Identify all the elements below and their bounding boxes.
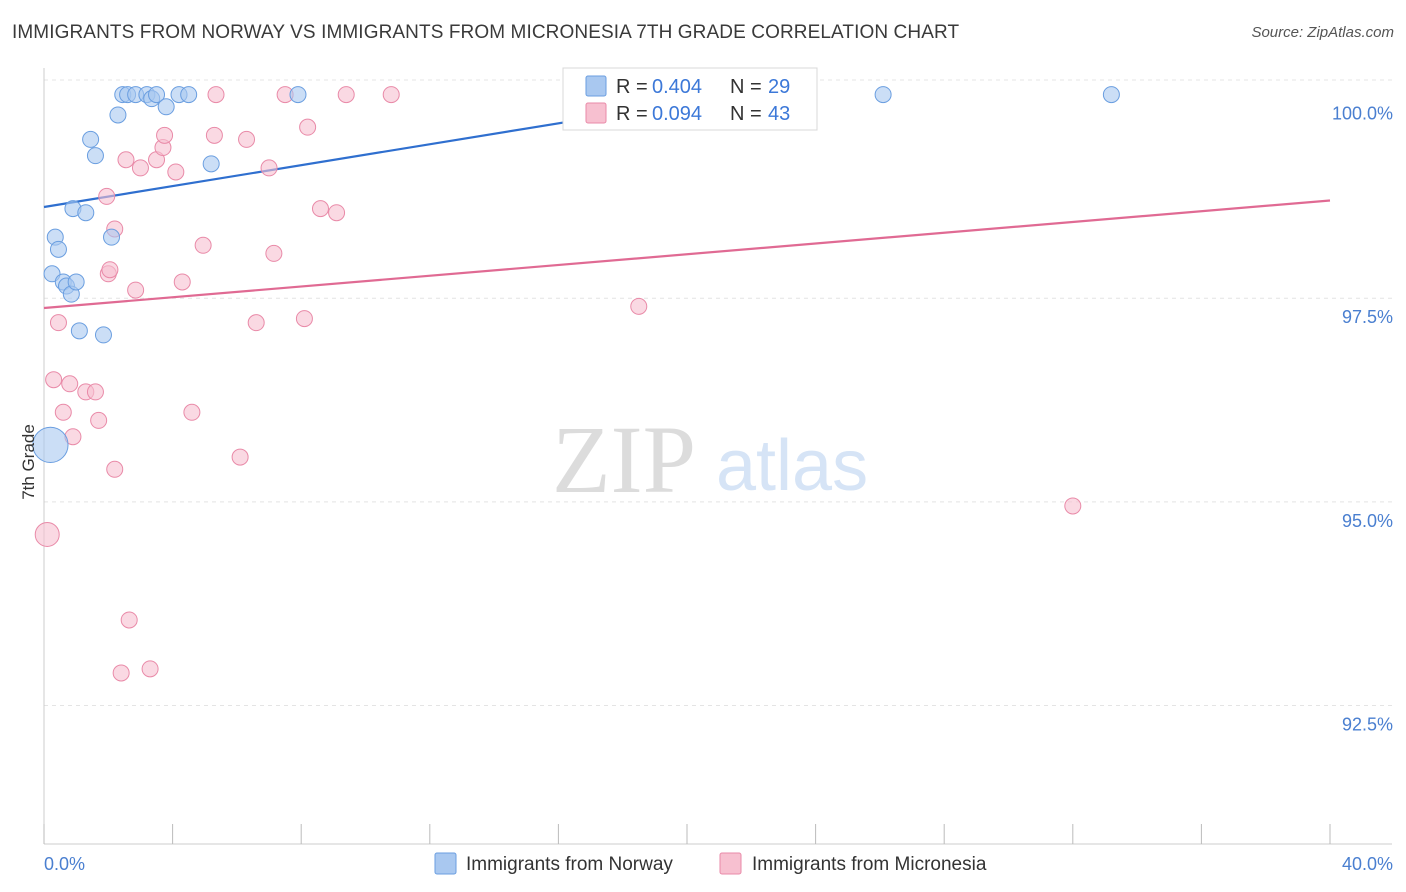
legend-swatch-norway [585,75,607,97]
data-point-micronesia [101,261,119,279]
data-point-micronesia [156,126,174,144]
data-point-norway [67,273,85,291]
data-point-micronesia [337,86,355,104]
data-point-micronesia [328,204,346,222]
y-tick-label: 100.0% [1332,104,1393,124]
bottom-legend-swatch-norway [434,852,457,875]
x-tick-label: 0.0% [44,854,85,874]
data-point-norway [86,147,104,165]
y-tick-label: 95.0% [1342,511,1393,531]
data-point-micronesia [194,236,212,254]
data-point-norway [103,228,121,246]
legend-swatch-micronesia [585,102,607,124]
data-point-micronesia [207,86,225,104]
data-point-micronesia [34,521,60,547]
data-point-micronesia [61,375,79,393]
y-tick-label: 92.5% [1342,715,1393,735]
data-point-micronesia [127,281,145,299]
legend-r-value-micronesia: 0.094 [652,103,702,125]
legend-n-value-micronesia: 43 [768,103,790,125]
data-point-micronesia [49,314,67,332]
data-point-norway [1102,86,1120,104]
data-point-micronesia [120,611,138,629]
data-point-micronesia [45,371,63,389]
legend-n-value-norway: 29 [768,76,790,98]
data-point-norway [109,106,127,124]
x-tick-labels: 0.0% 40.0% [44,854,1393,874]
watermark-atlas: atlas [716,426,868,506]
data-points [32,86,1120,682]
data-point-micronesia [141,660,159,678]
data-point-micronesia [630,297,648,315]
bottom-legend-label-micronesia: Immigrants from Micronesia [752,854,987,875]
data-point-micronesia [260,159,278,177]
legend-r-label-micronesia: R = [616,103,648,125]
legend-n-label-norway: N = [730,76,762,98]
data-point-micronesia [183,403,201,421]
data-point-norway [77,204,95,222]
data-point-micronesia [54,403,72,421]
data-point-norway [202,155,220,173]
bottom-legend-label-norway: Immigrants from Norway [466,854,673,875]
data-point-micronesia [167,163,185,181]
data-point-micronesia [382,86,400,104]
data-point-micronesia [205,126,223,144]
data-point-norway [32,426,69,463]
data-point-micronesia [238,130,256,148]
data-point-micronesia [106,460,124,478]
trend-line-micronesia [43,199,1331,310]
data-point-norway [148,86,166,104]
data-point-norway [180,86,198,104]
data-point-norway [49,240,67,258]
source-credit: Source: ZipAtlas.com [1251,24,1394,41]
x-tick-label: 40.0% [1342,854,1393,874]
bottom-legend-swatch-micronesia [719,852,742,875]
legend-box: R = 0.404 N = 29 R = 0.094 N = 43 [562,67,818,131]
data-point-micronesia [86,383,104,401]
data-point-norway [94,326,112,344]
data-point-micronesia [265,244,283,262]
data-point-micronesia [247,314,265,332]
data-point-micronesia [299,118,317,136]
y-axis-label: 7th Grade [19,424,38,500]
watermark: ZIP atlas [552,406,868,513]
legend-r-value-norway: 0.404 [652,76,702,98]
data-point-micronesia [311,200,329,218]
data-point-micronesia [231,448,249,466]
data-point-micronesia [173,273,191,291]
data-point-norway [157,98,175,116]
data-point-micronesia [295,310,313,328]
legend-r-label-norway: R = [616,76,648,98]
chart-title: IMMIGRANTS FROM NORWAY VS IMMIGRANTS FRO… [12,22,960,43]
data-point-micronesia [98,187,116,205]
y-tick-labels: 100.0% 97.5% 95.0% 92.5% [1332,104,1393,735]
bottom-legend: Immigrants from Norway Immigrants from M… [434,852,987,875]
data-point-micronesia [90,411,108,429]
data-point-micronesia [117,151,135,169]
data-point-micronesia [112,664,130,682]
data-point-norway [70,322,88,340]
data-point-norway [82,130,100,148]
legend-n-label-micronesia: N = [730,103,762,125]
y-tick-label: 97.5% [1342,307,1393,327]
data-point-micronesia [1064,497,1082,515]
data-point-norway [289,86,307,104]
data-point-norway [874,86,892,104]
watermark-zip: ZIP [552,406,696,513]
data-point-micronesia [131,159,149,177]
